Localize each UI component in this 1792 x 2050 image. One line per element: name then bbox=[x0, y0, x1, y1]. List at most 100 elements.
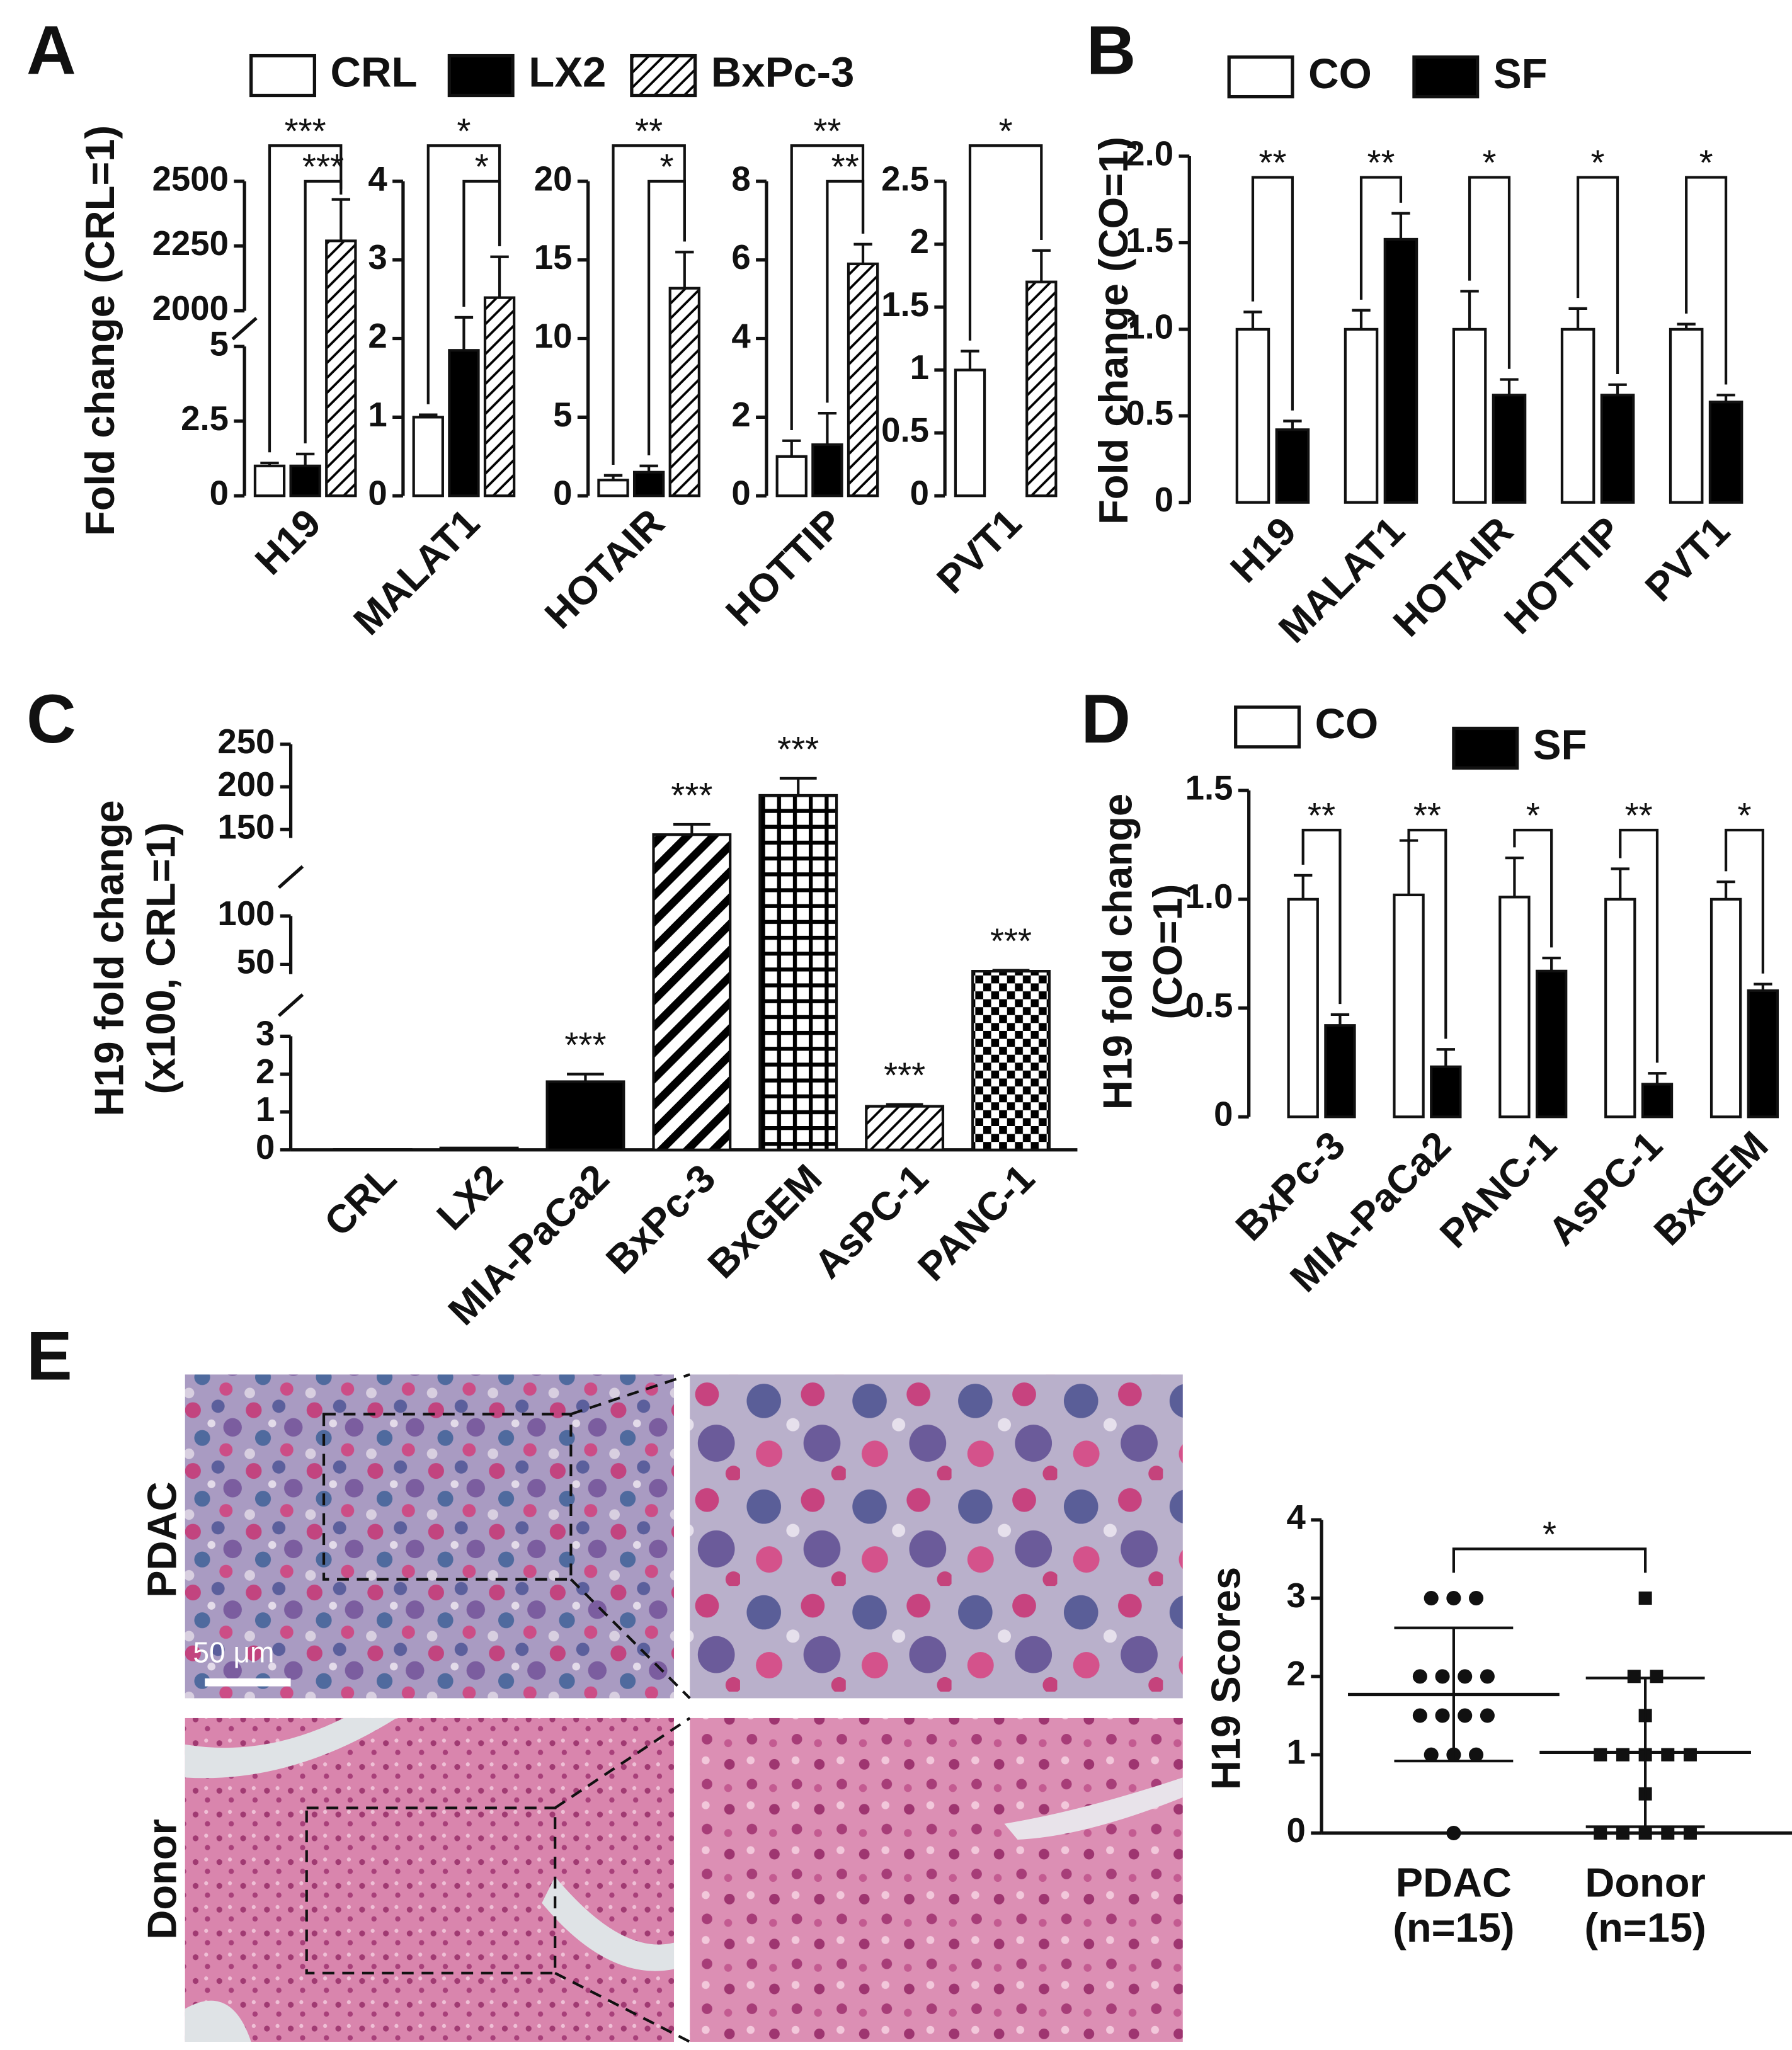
significance-bracket bbox=[968, 144, 1043, 341]
y-tick-label: 2.0 bbox=[1126, 134, 1173, 173]
y-tick-label: 250 bbox=[217, 722, 275, 761]
significance-bracket bbox=[1619, 828, 1659, 1063]
significance-bracket bbox=[462, 179, 501, 307]
y-tick-label: 0.5 bbox=[881, 411, 929, 450]
significance-bracket bbox=[1407, 828, 1447, 1039]
bar bbox=[333, 1148, 413, 1151]
y-tick-label: 3 bbox=[256, 1015, 275, 1053]
y-tick-label: 6 bbox=[731, 238, 750, 276]
point bbox=[1661, 1826, 1675, 1840]
bar bbox=[1747, 989, 1779, 1119]
x-tick-label: MALAT1 bbox=[345, 501, 488, 644]
significance-label: ** bbox=[1413, 796, 1441, 836]
y-tick-label: 5 bbox=[210, 325, 229, 363]
x-tick-label: BxGEM bbox=[1646, 1123, 1777, 1254]
bar bbox=[632, 470, 665, 498]
error-bar bbox=[1032, 249, 1051, 282]
legend-label: LX2 bbox=[528, 49, 606, 96]
bar bbox=[597, 479, 629, 498]
significance-bracket bbox=[1359, 176, 1403, 300]
error-bar bbox=[886, 1103, 923, 1107]
legend-label: CRL bbox=[331, 49, 418, 96]
significance-label: * bbox=[1699, 144, 1713, 183]
row-label: Donor bbox=[139, 1819, 185, 1939]
significance-label: ** bbox=[1258, 144, 1286, 183]
bar bbox=[412, 416, 444, 498]
y-axis-label: H19 fold change bbox=[1094, 794, 1140, 1110]
x-tick-label: PVT1 bbox=[1637, 509, 1738, 610]
significance-label: * bbox=[1737, 796, 1751, 836]
error-bar bbox=[675, 251, 694, 288]
bar bbox=[1025, 280, 1058, 498]
legend-label: CO bbox=[1308, 50, 1372, 98]
significance-label: *** bbox=[671, 776, 712, 816]
significance-label: * bbox=[659, 147, 673, 187]
y-tick-label: 8 bbox=[731, 159, 750, 198]
x-tick-label: H19 bbox=[1222, 509, 1304, 591]
y-tick-label: 4 bbox=[368, 159, 387, 198]
significance-label: * bbox=[999, 111, 1013, 151]
bar bbox=[1275, 428, 1310, 504]
axis-break bbox=[277, 993, 304, 1017]
error-bar bbox=[419, 413, 438, 418]
bar bbox=[1708, 401, 1743, 504]
y-tick-label: 150 bbox=[217, 807, 275, 846]
x-tick-label: HOTTIP bbox=[717, 501, 852, 635]
zoom-box bbox=[322, 1413, 573, 1581]
x-tick-label: PANC-1 bbox=[910, 1156, 1043, 1290]
error-bar bbox=[961, 350, 979, 370]
y-tick-label: 2500 bbox=[152, 159, 229, 198]
bar bbox=[1430, 1065, 1462, 1119]
error-bar bbox=[1436, 1048, 1455, 1067]
y-tick-label: 100 bbox=[217, 894, 275, 933]
point bbox=[1469, 1747, 1484, 1762]
y-tick-label: 1.5 bbox=[1126, 221, 1173, 259]
row-label: PDAC bbox=[139, 1482, 185, 1598]
y-tick-label: 5 bbox=[553, 396, 572, 434]
panel-letter: A bbox=[26, 12, 76, 89]
error-bar bbox=[490, 255, 509, 298]
significance-label: * bbox=[1526, 796, 1540, 836]
significance-bracket bbox=[648, 179, 686, 455]
point bbox=[1480, 1669, 1495, 1684]
significance-bracket bbox=[1513, 828, 1553, 948]
y-tick-label: 1 bbox=[1287, 1733, 1306, 1772]
error-bar bbox=[1677, 322, 1696, 329]
point bbox=[1683, 1748, 1697, 1762]
error-bar bbox=[1399, 839, 1418, 895]
bar bbox=[1709, 897, 1742, 1119]
significance-label: *** bbox=[884, 1056, 925, 1096]
scale-bar bbox=[205, 1678, 291, 1687]
error-bar bbox=[782, 439, 801, 457]
point bbox=[1594, 1826, 1607, 1840]
significance-label: ** bbox=[831, 147, 859, 187]
significance-label: * bbox=[1483, 144, 1497, 183]
zoom-line bbox=[554, 1717, 691, 2043]
significance-bracket bbox=[304, 179, 343, 444]
y-tick-label: 0.5 bbox=[1126, 394, 1173, 433]
point bbox=[1424, 1747, 1439, 1762]
donor-image bbox=[185, 1717, 675, 2042]
significance-label: *** bbox=[777, 730, 819, 770]
point bbox=[1638, 1826, 1652, 1840]
y-axis-label: (CO=1) bbox=[1144, 884, 1190, 1020]
point bbox=[1638, 1592, 1652, 1605]
error-bar bbox=[295, 452, 315, 466]
donor-vessel bbox=[185, 1717, 675, 2042]
significance-label: *** bbox=[302, 147, 344, 187]
scale-bar-label: 50 μm bbox=[193, 1636, 274, 1668]
y-tick-label: 1.0 bbox=[1185, 877, 1233, 916]
significance-label: ** bbox=[635, 111, 663, 151]
y-axis-label: H19 fold change bbox=[86, 800, 132, 1116]
error-bar bbox=[1568, 307, 1587, 329]
legend-swatch bbox=[1452, 726, 1519, 770]
legend-label: CO bbox=[1315, 700, 1379, 748]
point bbox=[1616, 1748, 1629, 1762]
y-tick-label: 3 bbox=[1287, 1576, 1306, 1615]
y-tick-label: 0 bbox=[1287, 1811, 1306, 1850]
error-bar bbox=[1716, 394, 1735, 402]
y-tick-label: 200 bbox=[217, 765, 275, 804]
error-bar bbox=[260, 461, 279, 466]
significance-bracket bbox=[268, 144, 343, 453]
y-tick-label: 1.5 bbox=[1185, 768, 1233, 807]
